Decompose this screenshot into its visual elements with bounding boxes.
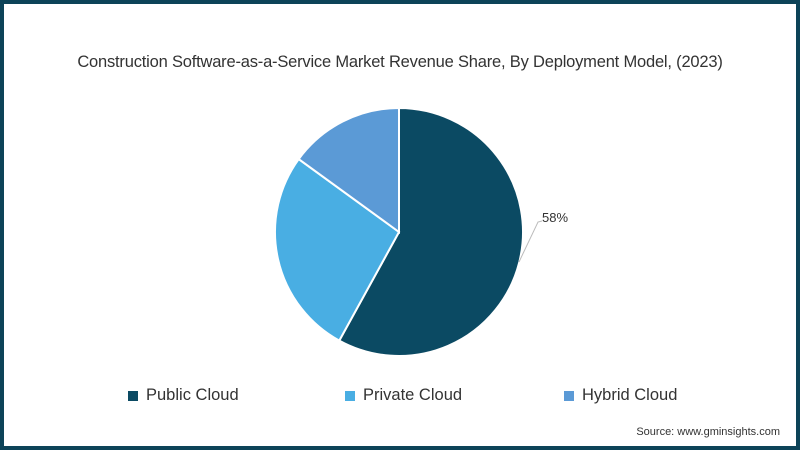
leader-line bbox=[518, 220, 543, 263]
swatch-icon bbox=[345, 390, 355, 401]
swatch-icon bbox=[564, 390, 574, 401]
chart-title: Construction Software-as-a-Service Marke… bbox=[77, 53, 723, 71]
slice-public-cloud[interactable] bbox=[337, 106, 524, 357]
legend-item-private-cloud[interactable]: Private Cloud bbox=[345, 386, 462, 405]
pie-slices bbox=[274, 106, 524, 357]
legend-item-hybrid-cloud[interactable]: Hybrid Cloud bbox=[564, 386, 677, 405]
public-cloud-percent-label: 58% bbox=[542, 210, 569, 225]
slice-private-cloud[interactable] bbox=[274, 157, 401, 343]
source-note: Source: www.gminsights.com bbox=[636, 426, 780, 438]
legend-label: Public Cloud bbox=[146, 386, 239, 404]
swatch-icon bbox=[128, 390, 138, 401]
legend-label: Hybrid Cloud bbox=[582, 386, 678, 404]
legend-item-public-cloud[interactable]: Public Cloud bbox=[128, 386, 239, 405]
legend: Public Cloud Private Cloud Hybrid Cloud bbox=[0, 386, 800, 408]
slice-hybrid-cloud[interactable] bbox=[297, 106, 400, 234]
legend-label: Private Cloud bbox=[363, 386, 463, 404]
